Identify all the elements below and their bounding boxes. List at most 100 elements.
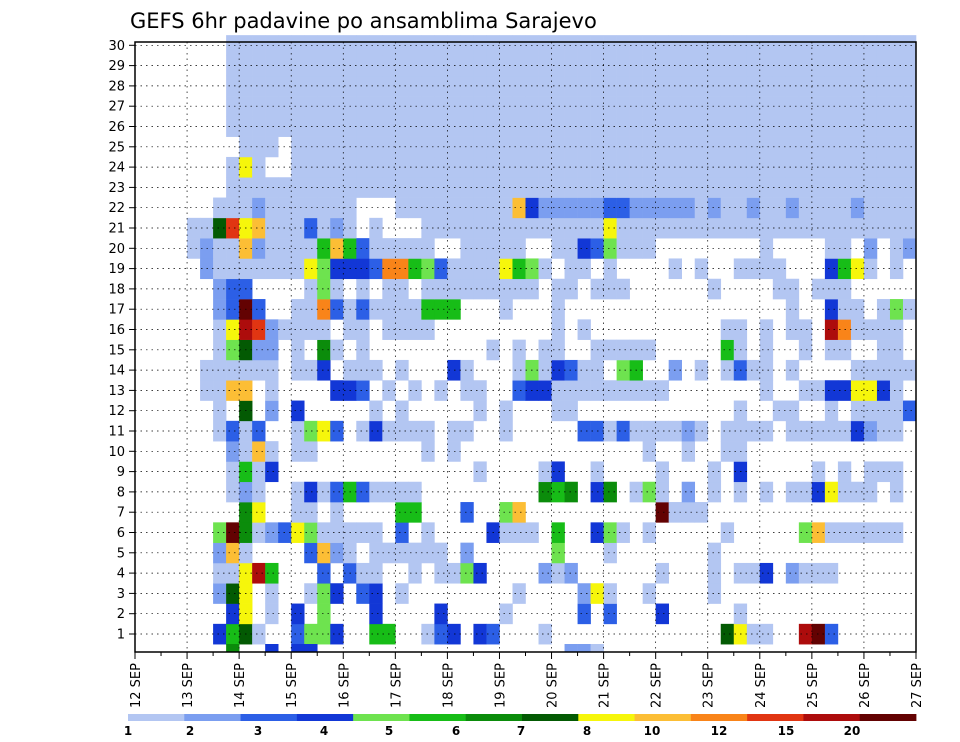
heatmap-cell (655, 177, 669, 198)
heatmap-cell (369, 420, 383, 442)
heatmap-cell (304, 136, 318, 158)
y-tick-label: 28 (108, 79, 125, 94)
heatmap-cell (291, 319, 305, 340)
heatmap-cell (902, 177, 917, 198)
heatmap-cell (603, 177, 617, 198)
heatmap-cell (291, 359, 305, 381)
heatmap-cell (226, 380, 240, 401)
heatmap-cell (369, 562, 383, 584)
heatmap-cell (902, 96, 917, 117)
heatmap-cell (460, 55, 474, 77)
heatmap-cell (681, 35, 696, 56)
heatmap-cell (863, 420, 878, 442)
heatmap-cell (577, 136, 591, 158)
heatmap-cell (538, 339, 552, 361)
heatmap-cell (798, 156, 813, 178)
heatmap-cell (252, 339, 266, 361)
heatmap-cell (785, 400, 800, 422)
heatmap-cell (551, 481, 565, 503)
heatmap-cell (863, 238, 878, 259)
heatmap-cell (707, 35, 722, 56)
heatmap-cell (473, 400, 487, 422)
heatmap-cell (226, 420, 240, 442)
heatmap-cell (395, 319, 409, 340)
heatmap-cell (252, 420, 266, 442)
heatmap-cell (642, 238, 656, 259)
heatmap-cell (265, 522, 279, 543)
heatmap-cell (694, 156, 709, 178)
heatmap-cell (252, 319, 266, 340)
heatmap-cell (395, 522, 409, 543)
heatmap-cell (707, 278, 722, 300)
heatmap-cell (902, 75, 917, 97)
heatmap-cell (564, 278, 578, 300)
heatmap-cell (603, 522, 617, 543)
heatmap-cell (603, 481, 617, 503)
heatmap-cell (304, 441, 318, 462)
heatmap-cell (460, 35, 474, 56)
heatmap-cell (187, 238, 201, 259)
y-tick-label: 7 (117, 506, 125, 521)
heatmap-cell (265, 55, 279, 77)
heatmap-cell (512, 339, 526, 361)
heatmap-cell (889, 156, 904, 178)
heatmap-cell (473, 55, 487, 77)
heatmap-cell (304, 217, 318, 239)
heatmap-cell (850, 75, 865, 97)
heatmap-cell (226, 217, 240, 239)
colorbar-swatch (128, 714, 185, 721)
heatmap-cell (317, 136, 331, 158)
heatmap-cell (642, 481, 656, 503)
heatmap-cell (317, 116, 331, 137)
heatmap-cell (577, 197, 591, 219)
heatmap-cell (499, 35, 513, 56)
y-tick-label: 26 (108, 120, 125, 135)
heatmap-cell (395, 177, 409, 198)
heatmap-cell (499, 156, 513, 178)
heatmap-cell (681, 96, 696, 117)
heatmap-cell (824, 299, 839, 320)
heatmap-cell (863, 461, 878, 483)
heatmap-cell (304, 481, 318, 503)
heatmap-cell (304, 258, 318, 280)
heatmap-cell (759, 197, 774, 219)
heatmap-cell (785, 96, 800, 117)
heatmap-cell (798, 380, 813, 401)
heatmap-cell (863, 177, 878, 198)
heatmap-cell (850, 522, 865, 543)
heatmap-cell (850, 197, 865, 219)
heatmap-cell (291, 75, 305, 97)
heatmap-cell (824, 217, 839, 239)
heatmap-cell (902, 217, 917, 239)
heatmap-cell (408, 481, 422, 503)
heatmap-cell (434, 156, 448, 178)
heatmap-cell (759, 156, 774, 178)
heatmap-cell (304, 238, 318, 259)
heatmap-cell (655, 420, 669, 442)
heatmap-cell (330, 299, 344, 320)
heatmap-cell (226, 197, 240, 219)
heatmap-cell (330, 35, 344, 56)
heatmap-cell (460, 542, 474, 564)
heatmap-cell (889, 420, 904, 442)
heatmap-cell (434, 603, 448, 625)
heatmap-cell (252, 75, 266, 97)
heatmap-cell (226, 258, 240, 280)
heatmap-cell (551, 400, 565, 422)
heatmap-cell (304, 359, 318, 381)
heatmap-cell (473, 461, 487, 483)
heatmap-cell (434, 136, 448, 158)
x-tick-label: 21 SEP (598, 663, 613, 708)
heatmap-cell (902, 400, 917, 422)
heatmap-cell (577, 319, 591, 340)
heatmap-cell (473, 623, 487, 645)
heatmap-cell (473, 258, 487, 280)
heatmap-cell (252, 299, 266, 320)
heatmap-cell (356, 420, 370, 442)
heatmap-cell (369, 35, 383, 56)
heatmap-cell (655, 562, 669, 584)
heatmap-cell (538, 96, 552, 117)
heatmap-cell (642, 116, 656, 137)
heatmap-cell (265, 441, 279, 462)
